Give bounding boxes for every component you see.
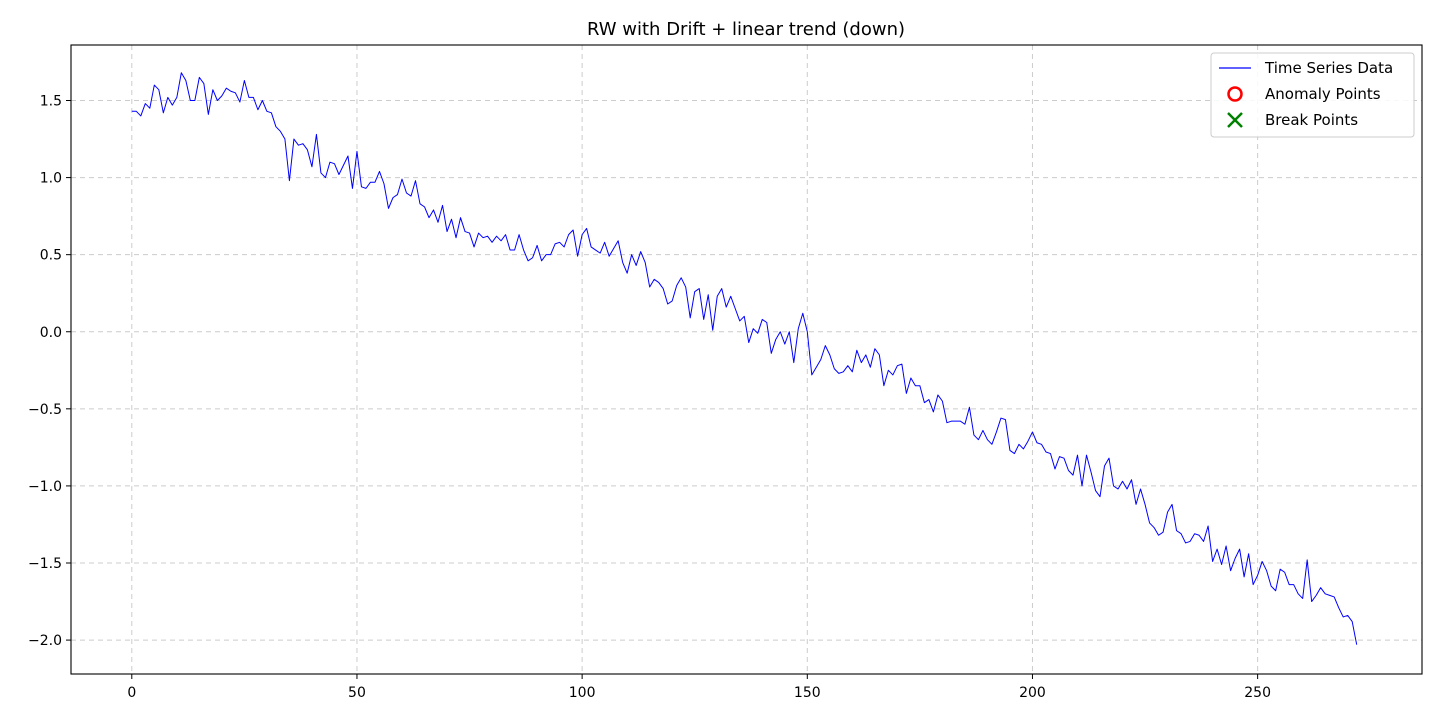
x-axis: 0 50 100 150 200 250	[127, 674, 1271, 701]
legend-x-marker	[1227, 112, 1243, 128]
legend-label: Anomaly Points	[1265, 85, 1381, 103]
x-tick-label: 100	[569, 685, 596, 701]
legend-circle-marker	[1227, 86, 1243, 102]
legend: Time Series Data Anomaly Points Break Poin…	[1210, 52, 1415, 138]
x-tick-label: 150	[794, 685, 821, 701]
y-tick-label: −2.0	[28, 633, 62, 649]
y-tick-label: 1.5	[40, 94, 62, 110]
legend-label: Break Points	[1265, 111, 1358, 129]
x-tick-label: 50	[348, 685, 366, 701]
series-line	[131, 72, 1358, 645]
legend-box	[1210, 52, 1415, 138]
y-tick-label: −1.5	[28, 556, 62, 572]
x-tick-label: 250	[1244, 685, 1271, 701]
y-tick-label: 0.0	[40, 325, 62, 341]
y-tick-label: 0.5	[40, 248, 62, 264]
x-tick-label: 200	[1019, 685, 1046, 701]
grid	[71, 45, 1422, 674]
x-tick-label: 0	[127, 685, 136, 701]
y-axis: −2.0 −1.5 −1.0 −0.5 0.0 0.5 1.0 1.5	[28, 94, 71, 649]
y-tick-label: 1.0	[40, 171, 62, 187]
series-layer	[131, 72, 1358, 645]
legend-label: Time Series Data	[1264, 59, 1393, 77]
y-tick-label: −1.0	[28, 479, 62, 495]
y-tick-label: −0.5	[28, 402, 62, 418]
plot-area-frame	[70, 44, 1423, 675]
chart-title: RW with Drift + linear trend (down)	[587, 19, 905, 40]
